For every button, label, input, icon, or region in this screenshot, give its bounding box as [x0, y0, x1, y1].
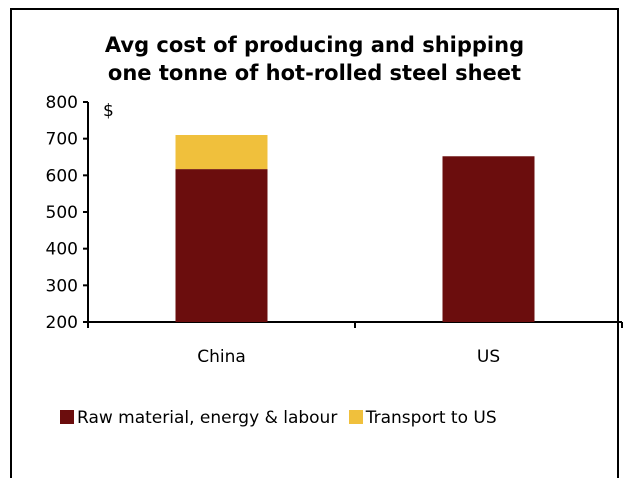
y-tick-label: 800 [46, 93, 78, 113]
y-tick-label: 200 [46, 313, 78, 333]
legend-item-raw: Raw material, energy & labour [60, 408, 337, 428]
chart-title-line-2: one tonne of hot-rolled steel sheet [107, 61, 522, 85]
y-axis-label: $ [103, 101, 114, 121]
legend-swatch-raw [60, 410, 74, 424]
y-tick-label: 400 [46, 240, 78, 260]
legend-item-transport: Transport to US [348, 408, 497, 428]
chart-legend: Raw material, energy & labour Transport … [60, 408, 503, 428]
bar-raw-material-us [442, 156, 535, 322]
y-tick-label: 300 [46, 276, 78, 296]
legend-label-transport: Transport to US [365, 408, 497, 428]
legend-swatch-transport [348, 410, 363, 424]
y-tick-label: 600 [46, 166, 78, 186]
chart-plot: 200 300 400 500 600 700 800 $ China US [46, 93, 623, 367]
bar-raw-material-china [175, 169, 268, 322]
bar-transport-china [175, 135, 268, 170]
y-tick-label: 700 [46, 130, 78, 150]
y-tick-label: 500 [46, 203, 78, 223]
x-tick-label: US [477, 347, 500, 367]
legend-label-raw: Raw material, energy & labour [77, 408, 338, 428]
chart-frame [10, 8, 619, 478]
chart-title-line-1: Avg cost of producing and shipping [104, 33, 525, 57]
x-tick-label: China [197, 347, 246, 367]
